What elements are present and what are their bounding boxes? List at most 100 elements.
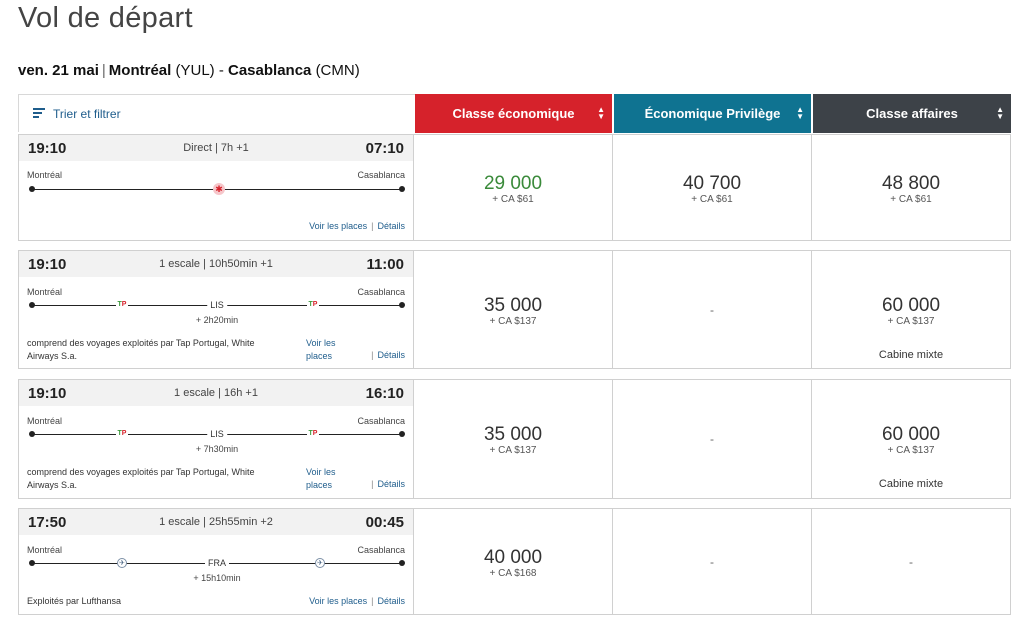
fare-points: 60 000 (881, 424, 941, 445)
tap-airline-icon: TP (307, 301, 319, 309)
route-line: ✈ FRA ✈ (29, 558, 405, 568)
departure-time: 19:10 (28, 385, 67, 402)
flight-row: 19:10 1 escale | 10h50min +1 11:00 Montr… (18, 250, 1011, 369)
sort-filter-button[interactable]: Trier et filtrer (18, 94, 416, 132)
flight-header: 19:10 1 escale | 16h +1 16:10 (19, 380, 413, 406)
air-canada-leaf-icon: ✱ (213, 183, 225, 195)
business-fare-cell[interactable]: 60 000 + CA $137 Cabine mixte (812, 250, 1011, 369)
origin-label: Montréal (27, 170, 63, 180)
details-link[interactable]: Détails (377, 479, 405, 489)
fare-points: 40 000 (483, 547, 543, 568)
flight-header: 17:50 1 escale | 25h55min +2 00:45 (19, 509, 413, 535)
destination-code: (CMN) (315, 62, 360, 79)
economy-fare-cell[interactable]: 29 000 + CA $61 (414, 134, 613, 241)
sort-icon: ▲ ▼ (996, 105, 1004, 121)
fare-tax: + CA $137 (489, 316, 537, 327)
tap-airline-icon: TP (116, 301, 128, 309)
class-premium-header[interactable]: Économique Privilège ▲ ▼ (614, 94, 811, 133)
tap-airline-icon: TP (116, 430, 128, 438)
origin-code: (YUL) (175, 62, 215, 79)
fare-points: 35 000 (483, 295, 543, 316)
route-line: TP LIS TP (29, 429, 405, 439)
mixed-cabin-note: Cabine mixte (878, 478, 944, 490)
tap-airline-icon: TP (307, 430, 319, 438)
destination-label: Casablanca (357, 545, 405, 555)
premium-fare-cell: - (613, 250, 812, 369)
view-seats-link[interactable]: Voir les places (309, 596, 368, 606)
sort-filter-label: Trier et filtrer (53, 107, 121, 121)
economy-fare-cell[interactable]: 35 000 + CA $137 (414, 250, 613, 369)
arrival-time: 11:00 (366, 256, 404, 273)
fare-unavailable: - (909, 555, 913, 569)
mixed-cabin-note: Cabine mixte (878, 349, 944, 361)
flight-info: 1 escale | 16h +1 (174, 387, 258, 399)
premium-fare-cell: - (613, 508, 812, 615)
flight-card: 19:10 1 escale | 16h +1 16:10 Montréal C… (18, 379, 414, 499)
page-title: Vol de départ (18, 2, 193, 34)
fare-points: 35 000 (483, 424, 543, 445)
sort-icon: ▲ ▼ (597, 105, 605, 121)
operators-note: comprend des voyages exploités par Tap P… (27, 467, 255, 490)
details-link[interactable]: Détails (377, 596, 405, 606)
origin-label: Montréal (27, 287, 63, 297)
flight-links: Voir les places | Détails (309, 221, 405, 231)
flight-header: 19:10 1 escale | 10h50min +1 11:00 (19, 251, 413, 277)
class-economy-header[interactable]: Classe économique ▲ ▼ (415, 94, 612, 133)
economy-fare-cell[interactable]: 40 000 + CA $168 (414, 508, 613, 615)
origin-label: Montréal (27, 545, 63, 555)
flight-row: 19:10 Direct | 7h +1 07:10 Montréal Casa… (18, 134, 1011, 241)
fare-tax: + CA $61 (691, 194, 733, 205)
departure-time: 17:50 (28, 514, 67, 531)
departure-time: 19:10 (28, 256, 67, 273)
flight-card: 19:10 1 escale | 10h50min +1 11:00 Montr… (18, 250, 414, 369)
economy-fare-cell[interactable]: 35 000 + CA $137 (414, 379, 613, 499)
route-line: TP LIS TP (29, 300, 405, 310)
origin-city: Montréal (108, 62, 172, 79)
layover-duration: + 15h10min (193, 573, 241, 583)
view-seats-link[interactable]: Voir les places (309, 221, 368, 231)
route-line: ✱ (29, 183, 405, 195)
fare-unavailable: - (710, 555, 714, 569)
stopover-code: FRA (205, 558, 229, 568)
flight-info: Direct | 7h +1 (183, 142, 249, 154)
fare-points: 29 000 (483, 173, 543, 194)
fare-tax: + CA $137 (489, 445, 537, 456)
trip-date: ven. 21 mai (18, 62, 99, 79)
flight-row: 19:10 1 escale | 16h +1 16:10 Montréal C… (18, 379, 1011, 499)
layover-duration: + 7h30min (195, 444, 239, 454)
stopover-code: LIS (207, 429, 227, 439)
view-seats-link[interactable]: Voir les places (306, 338, 336, 361)
business-fare-cell: - (812, 508, 1011, 615)
fare-unavailable: - (710, 303, 714, 317)
business-fare-cell[interactable]: 60 000 + CA $137 Cabine mixte (812, 379, 1011, 499)
destination-label: Casablanca (357, 287, 405, 297)
flight-header: 19:10 Direct | 7h +1 07:10 (19, 135, 413, 161)
fare-tax: + CA $137 (887, 316, 935, 327)
fare-tax: + CA $137 (887, 445, 935, 456)
fare-unavailable: - (710, 432, 714, 446)
premium-fare-cell: - (613, 379, 812, 499)
trip-summary: ven. 21 mai | Montréal (YUL) - Casablanca … (18, 62, 360, 79)
details-link-wrap: | Détails (371, 479, 405, 489)
departure-time: 19:10 (28, 140, 67, 157)
view-seats-link[interactable]: Voir les places (306, 467, 336, 490)
fare-class-header: Trier et filtrer Classe économique ▲ ▼ Éc… (18, 94, 1011, 133)
flight-card: 17:50 1 escale | 25h55min +2 00:45 Montr… (18, 508, 414, 615)
destination-label: Casablanca (357, 416, 405, 426)
details-link-wrap: | Détails (371, 350, 405, 360)
flight-row: 17:50 1 escale | 25h55min +2 00:45 Montr… (18, 508, 1011, 615)
lufthansa-airline-icon: ✈ (117, 558, 127, 568)
class-business-header[interactable]: Classe affaires ▲ ▼ (813, 94, 1011, 133)
fare-tax: + CA $61 (890, 194, 932, 205)
business-fare-cell[interactable]: 48 800 + CA $61 (812, 134, 1011, 241)
premium-fare-cell[interactable]: 40 700 + CA $61 (613, 134, 812, 241)
details-link[interactable]: Détails (377, 221, 405, 231)
operators-note: comprend des voyages exploités par Tap P… (27, 338, 255, 361)
arrival-time: 07:10 (365, 140, 404, 157)
filter-icon (33, 108, 45, 118)
layover-duration: + 2h20min (195, 315, 239, 325)
class-economy-label: Classe économique (452, 106, 575, 121)
details-link[interactable]: Détails (377, 350, 405, 360)
class-premium-label: Économique Privilège (644, 106, 781, 121)
origin-label: Montréal (27, 416, 63, 426)
